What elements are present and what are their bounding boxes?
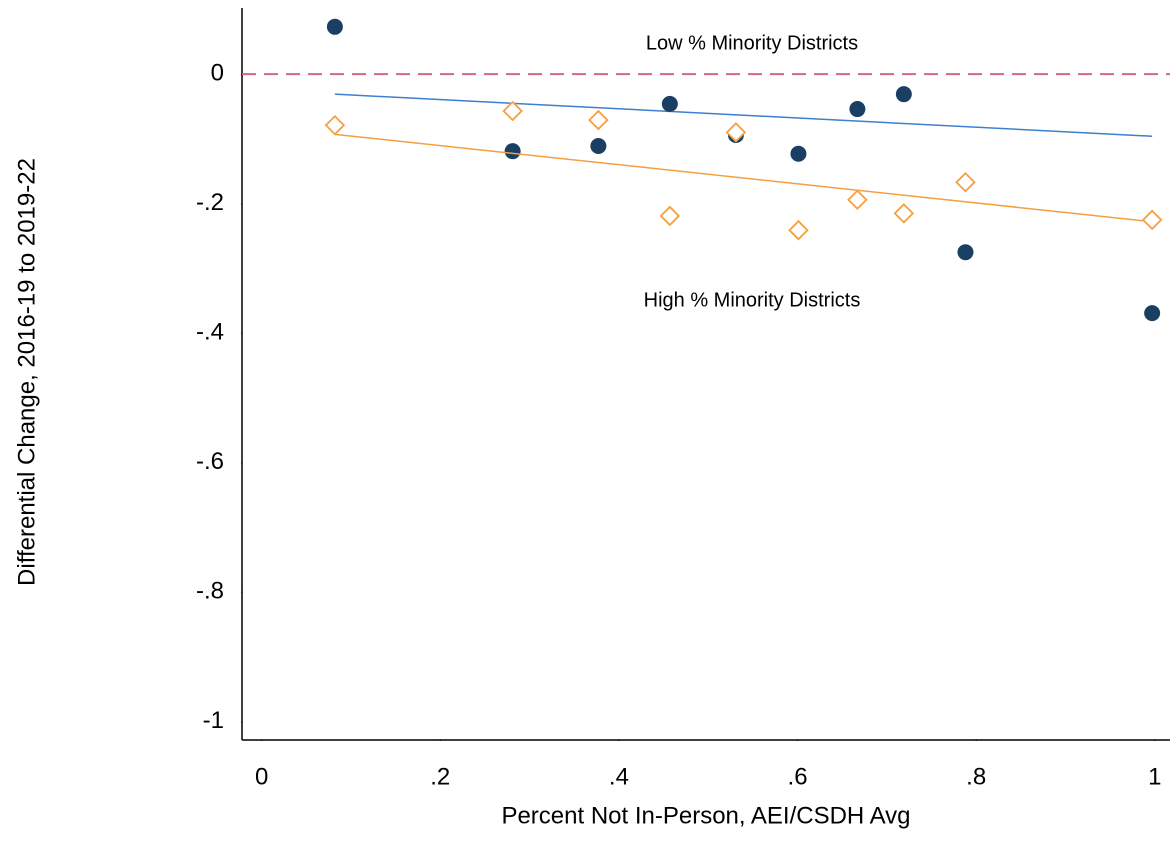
y-tick-label: -.4	[196, 319, 224, 346]
y-tick-label: -.6	[196, 448, 224, 475]
point	[504, 143, 521, 160]
point	[502, 100, 523, 122]
x-tick-label: .2	[430, 763, 450, 790]
point	[659, 205, 681, 227]
point	[790, 145, 807, 162]
point	[661, 95, 678, 112]
fit-line	[334, 93, 1153, 138]
x-axis-title: Percent Not In-Person, AEI/CSDH Avg	[501, 802, 910, 829]
point	[788, 219, 809, 241]
point	[326, 18, 343, 35]
point	[725, 122, 747, 143]
y-tick-label: -.8	[196, 578, 224, 605]
fit-line	[334, 133, 1153, 223]
x-tick-label: .4	[609, 763, 629, 790]
x-tick-label: .6	[788, 763, 808, 790]
point	[590, 137, 607, 154]
series-label: High % Minority Districts	[644, 289, 861, 311]
y-tick-label: 0	[211, 59, 224, 86]
y-tick-label: -.2	[196, 189, 224, 216]
point	[847, 189, 868, 211]
series-label: Low % Minority Districts	[646, 32, 858, 54]
x-tick-label: 0	[255, 763, 268, 790]
y-tick-label: -1	[203, 707, 224, 734]
point	[957, 244, 974, 261]
y-axis-title: Differential Change, 2016-19 to 2019-22	[13, 158, 40, 586]
point	[893, 203, 915, 224]
point	[588, 109, 609, 131]
point	[1141, 209, 1163, 231]
point	[1144, 305, 1161, 322]
x-tick-label: 1	[1148, 763, 1161, 790]
point	[324, 114, 346, 136]
point	[895, 86, 912, 103]
x-tick-label: .8	[966, 763, 986, 790]
point	[955, 171, 976, 193]
point	[849, 101, 866, 118]
